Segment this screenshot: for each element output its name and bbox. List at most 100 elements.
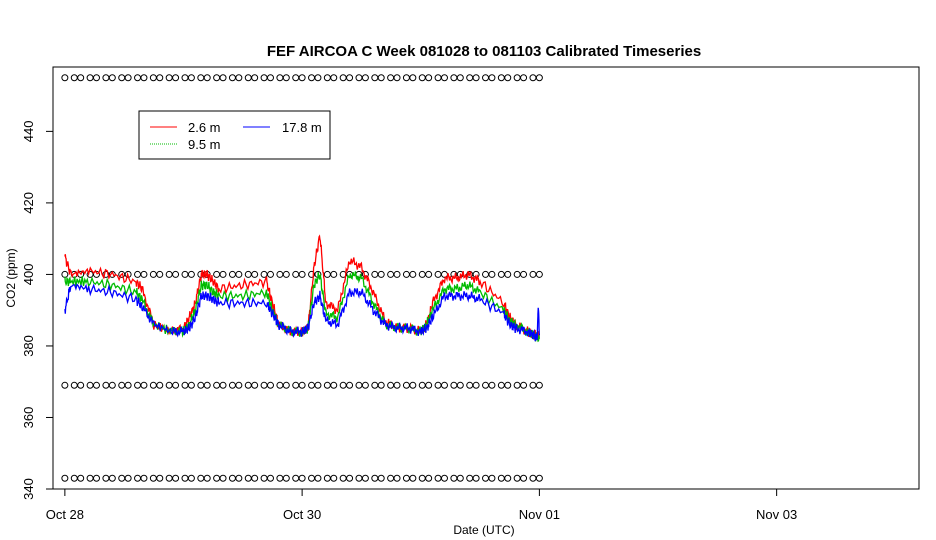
reference-point — [393, 270, 401, 278]
reference-point — [134, 270, 142, 278]
reference-point — [156, 74, 164, 82]
reference-point — [235, 474, 243, 482]
reference-point — [520, 381, 528, 389]
reference-point — [418, 270, 426, 278]
reference-point — [282, 74, 290, 82]
reference-point — [393, 74, 401, 82]
reference-point — [282, 381, 290, 389]
reference-point — [308, 474, 316, 482]
reference-point — [339, 74, 347, 82]
reference-point — [149, 74, 157, 82]
reference-point — [61, 74, 69, 82]
reference-point — [377, 474, 385, 482]
y-tick-label: 420 — [21, 192, 36, 214]
reference-point — [314, 474, 322, 482]
reference-point — [92, 74, 100, 82]
reference-point — [535, 270, 543, 278]
reference-point — [70, 381, 78, 389]
legend-label-17-8m: 17.8 m — [282, 120, 322, 135]
reference-point — [292, 74, 300, 82]
reference-point — [355, 381, 363, 389]
reference-point — [187, 74, 195, 82]
reference-point — [355, 74, 363, 82]
reference-point — [219, 74, 227, 82]
reference-point — [535, 74, 543, 82]
reference-point — [497, 74, 505, 82]
reference-point — [482, 74, 490, 82]
reference-point — [140, 74, 148, 82]
reference-point — [118, 74, 126, 82]
reference-point — [197, 74, 205, 82]
reference-point — [134, 74, 142, 82]
reference-point — [102, 74, 110, 82]
reference-point — [371, 74, 379, 82]
reference-point — [203, 74, 211, 82]
reference-point — [165, 381, 173, 389]
reference-point — [434, 381, 442, 389]
reference-point — [456, 474, 464, 482]
reference-point — [520, 74, 528, 82]
reference-point — [434, 270, 442, 278]
reference-point — [466, 74, 474, 82]
reference-point — [402, 474, 410, 482]
reference-point — [482, 474, 490, 482]
reference-point — [266, 474, 274, 482]
reference-point — [393, 381, 401, 389]
reference-point — [323, 474, 331, 482]
reference-point — [425, 74, 433, 82]
reference-point — [124, 381, 132, 389]
reference-point — [330, 74, 338, 82]
reference-point — [251, 474, 259, 482]
reference-point — [124, 74, 132, 82]
reference-point — [425, 381, 433, 389]
reference-point — [197, 381, 205, 389]
reference-point — [292, 381, 300, 389]
reference-point — [402, 74, 410, 82]
reference-point — [108, 381, 116, 389]
reference-point — [276, 474, 284, 482]
reference-point — [187, 381, 195, 389]
reference-point — [292, 474, 300, 482]
reference-point — [251, 381, 259, 389]
reference-point — [140, 270, 148, 278]
reference-point — [330, 474, 338, 482]
reference-point — [251, 270, 259, 278]
legend-label-2-6m: 2.6 m — [188, 120, 221, 135]
reference-point — [504, 74, 512, 82]
y-tick-label: 360 — [21, 407, 36, 429]
reference-point — [187, 474, 195, 482]
reference-point — [156, 381, 164, 389]
reference-point — [409, 381, 417, 389]
reference-point — [172, 74, 180, 82]
reference-point — [497, 270, 505, 278]
reference-point — [108, 474, 116, 482]
reference-point — [260, 474, 268, 482]
reference-point — [425, 474, 433, 482]
reference-point — [377, 270, 385, 278]
reference-point — [118, 381, 126, 389]
reference-point — [371, 474, 379, 482]
reference-point — [425, 270, 433, 278]
reference-point — [456, 381, 464, 389]
reference-point — [529, 381, 537, 389]
reference-point — [418, 474, 426, 482]
reference-point — [244, 381, 252, 389]
reference-point — [102, 381, 110, 389]
reference-point — [377, 74, 385, 82]
y-tick-label: 440 — [21, 121, 36, 143]
reference-point — [488, 74, 496, 82]
reference-point — [488, 474, 496, 482]
reference-point — [308, 74, 316, 82]
reference-point — [456, 74, 464, 82]
x-axis-label: Date (UTC) — [453, 523, 514, 537]
reference-point — [323, 74, 331, 82]
reference-point — [418, 74, 426, 82]
reference-point — [213, 74, 221, 82]
reference-point — [149, 474, 157, 482]
y-axis-label: CO2 (ppm) — [4, 248, 18, 307]
reference-point — [77, 74, 85, 82]
reference-point — [472, 381, 480, 389]
reference-point — [520, 270, 528, 278]
reference-point — [276, 270, 284, 278]
reference-point — [529, 74, 537, 82]
